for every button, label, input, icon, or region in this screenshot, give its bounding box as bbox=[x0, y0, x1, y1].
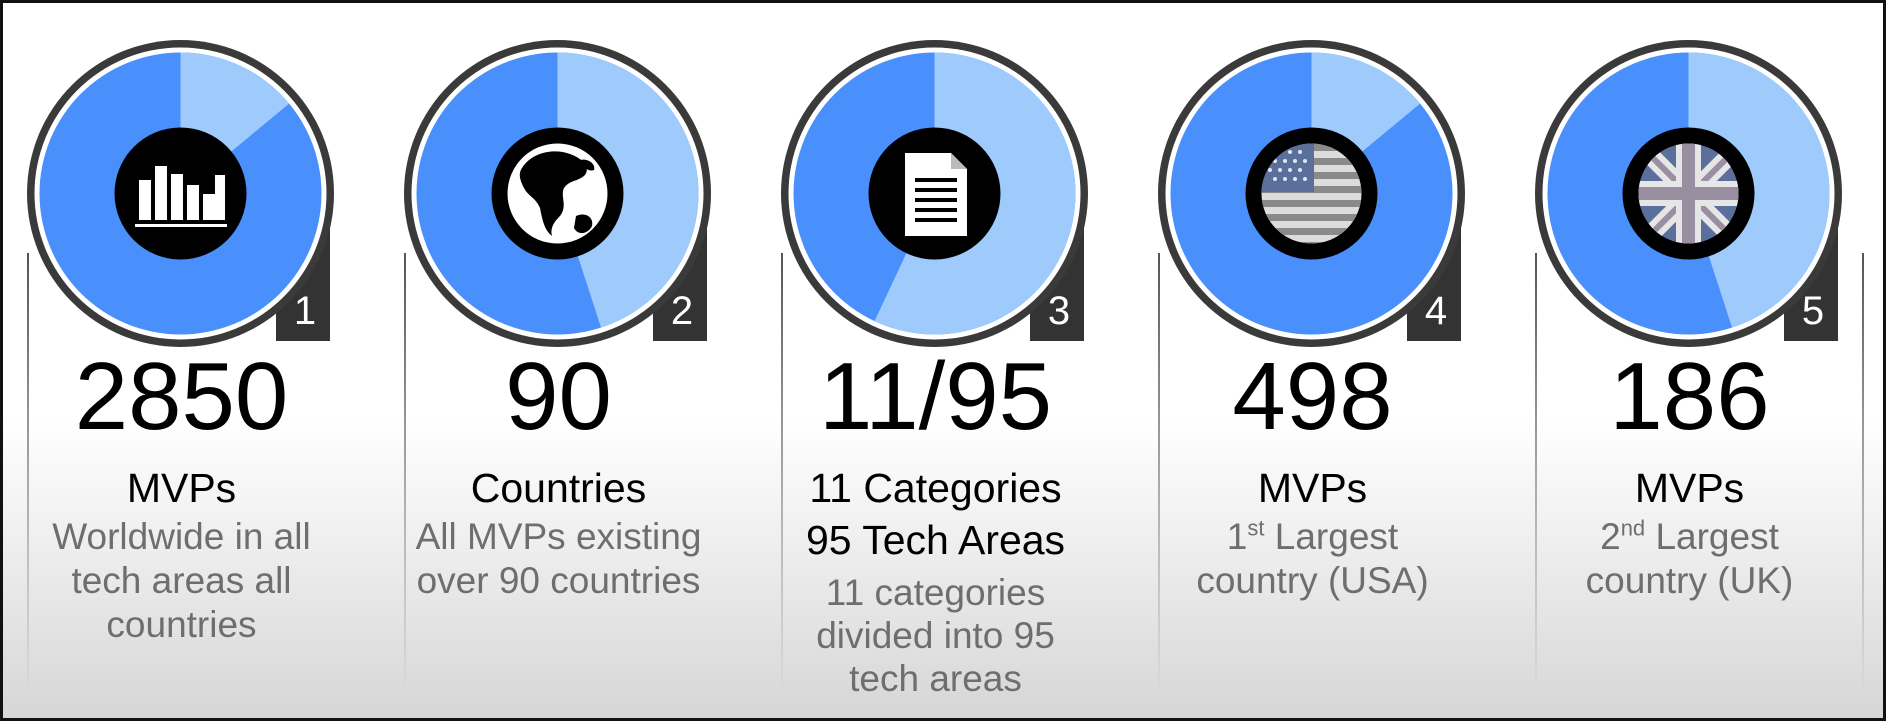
donut-ring bbox=[1158, 40, 1465, 347]
description-line: over 90 countries bbox=[416, 560, 701, 601]
stat-value: 11/95 bbox=[818, 343, 1053, 450]
stat-card-mvps-worldwide: 1 2850 MVPs Worldwide in all tech areas … bbox=[3, 3, 380, 718]
uk-flag-icon bbox=[1622, 127, 1755, 260]
donut-ring bbox=[1535, 40, 1842, 347]
description-line: 1st Largest bbox=[1226, 515, 1399, 557]
stat-description: 1st Largest country (USA) bbox=[1134, 515, 1491, 603]
card-divider bbox=[1158, 253, 1160, 693]
donut-ring bbox=[781, 40, 1088, 347]
description-line: tech areas bbox=[849, 658, 1022, 699]
description-line: 11 categories bbox=[825, 572, 1046, 613]
stat-card-usa: 4 498 MVPs 1st Largest country (USA) bbox=[1134, 3, 1511, 718]
stat-value: 2850 bbox=[74, 343, 289, 450]
description-line: countries bbox=[106, 604, 257, 645]
card-number: 1 bbox=[293, 289, 317, 333]
stat-card-uk: 5 186 MVPs 2nd Largest country (UK) bbox=[1511, 3, 1886, 718]
description-line: 2nd Largest bbox=[1600, 515, 1779, 557]
stat-description: All MVPs existing over 90 countries bbox=[380, 515, 737, 603]
stat-description: 11 categories divided into 95 tech areas bbox=[757, 571, 1114, 700]
description-line: tech areas all bbox=[71, 560, 292, 601]
description-line: country (UK) bbox=[1585, 560, 1794, 601]
globe-icon bbox=[491, 127, 624, 260]
stat-description: Worldwide in all tech areas all countrie… bbox=[3, 515, 360, 647]
donut-light-slice bbox=[557, 52, 699, 328]
stat-card-countries: 2 90 Countries All MVPs existing over 90… bbox=[380, 3, 757, 718]
stat-label: MVPs bbox=[1257, 465, 1368, 511]
stat-value: 186 bbox=[1609, 343, 1770, 450]
card-number: 3 bbox=[1047, 289, 1071, 333]
card-number: 4 bbox=[1424, 289, 1448, 333]
description-line: divided into 95 bbox=[816, 615, 1055, 656]
bar-chart-icon bbox=[114, 127, 247, 260]
card-divider bbox=[781, 253, 783, 693]
card-number: 5 bbox=[1801, 289, 1825, 333]
stat-label-secondary: 95 Tech Areas bbox=[805, 517, 1066, 563]
description-line: Worldwide in all bbox=[52, 516, 311, 557]
stat-description: 2nd Largest country (UK) bbox=[1511, 515, 1868, 603]
card-divider bbox=[27, 253, 29, 693]
donut-ring bbox=[404, 40, 711, 347]
stat-label: Countries bbox=[470, 465, 647, 511]
description-line: All MVPs existing bbox=[415, 516, 702, 557]
card-divider bbox=[404, 253, 406, 693]
card-divider bbox=[1535, 253, 1537, 693]
usa-flag-icon bbox=[1245, 127, 1378, 260]
stat-value: 90 bbox=[505, 343, 612, 450]
stat-label: MVPs bbox=[1634, 465, 1745, 511]
stat-label: MVPs bbox=[126, 465, 237, 511]
card-divider bbox=[1862, 253, 1864, 693]
stat-value: 498 bbox=[1232, 343, 1393, 450]
stat-label: 11 Categories bbox=[809, 465, 1062, 511]
donut-light-slice bbox=[1688, 52, 1830, 328]
card-number: 2 bbox=[670, 289, 694, 333]
document-icon bbox=[868, 127, 1001, 260]
donut-ring bbox=[27, 40, 334, 347]
stat-card-categories: 3 11/95 11 Categories 95 Tech Areas 11 c… bbox=[757, 3, 1134, 718]
description-line: country (USA) bbox=[1196, 560, 1429, 601]
